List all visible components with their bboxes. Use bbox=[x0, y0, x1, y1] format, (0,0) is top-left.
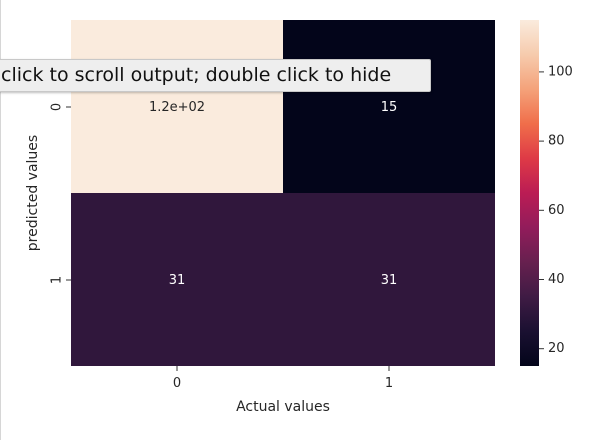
notebook-cell-border bbox=[0, 0, 1, 440]
scroll-output-tooltip[interactable]: click to scroll output; double click to … bbox=[0, 59, 431, 92]
x-tick-label-1: 1 bbox=[385, 376, 393, 391]
x-axis-label: Actual values bbox=[236, 399, 330, 415]
colorbar-ticks: 20 40 60 80 100 bbox=[539, 64, 573, 356]
y-axis-label: predicted values bbox=[25, 135, 41, 251]
colorbar bbox=[520, 20, 539, 366]
colorbar-tick-label-1: 40 bbox=[548, 272, 565, 287]
cell-annotation-0-1: 15 bbox=[381, 100, 398, 115]
colorbar-tick-label-3: 80 bbox=[548, 134, 565, 149]
heatmap-cell-0-1 bbox=[283, 20, 495, 193]
heatmap-cell-0-0 bbox=[71, 20, 283, 193]
x-tick-label-0: 0 bbox=[173, 376, 181, 391]
cell-annotation-1-1: 31 bbox=[381, 273, 398, 288]
colorbar-tick-label-2: 60 bbox=[548, 203, 565, 218]
colorbar-tick-label-4: 100 bbox=[548, 64, 573, 79]
colorbar-tick-label-0: 20 bbox=[548, 341, 565, 356]
cell-annotation-0-0: 1.2e+02 bbox=[149, 100, 205, 115]
heatmap-cell-1-1 bbox=[283, 193, 495, 366]
y-tick-label-0: 0 bbox=[50, 103, 65, 111]
heatmap-cell-1-0 bbox=[71, 193, 283, 366]
cell-annotation-1-0: 31 bbox=[169, 273, 186, 288]
y-tick-label-1: 1 bbox=[50, 276, 65, 284]
